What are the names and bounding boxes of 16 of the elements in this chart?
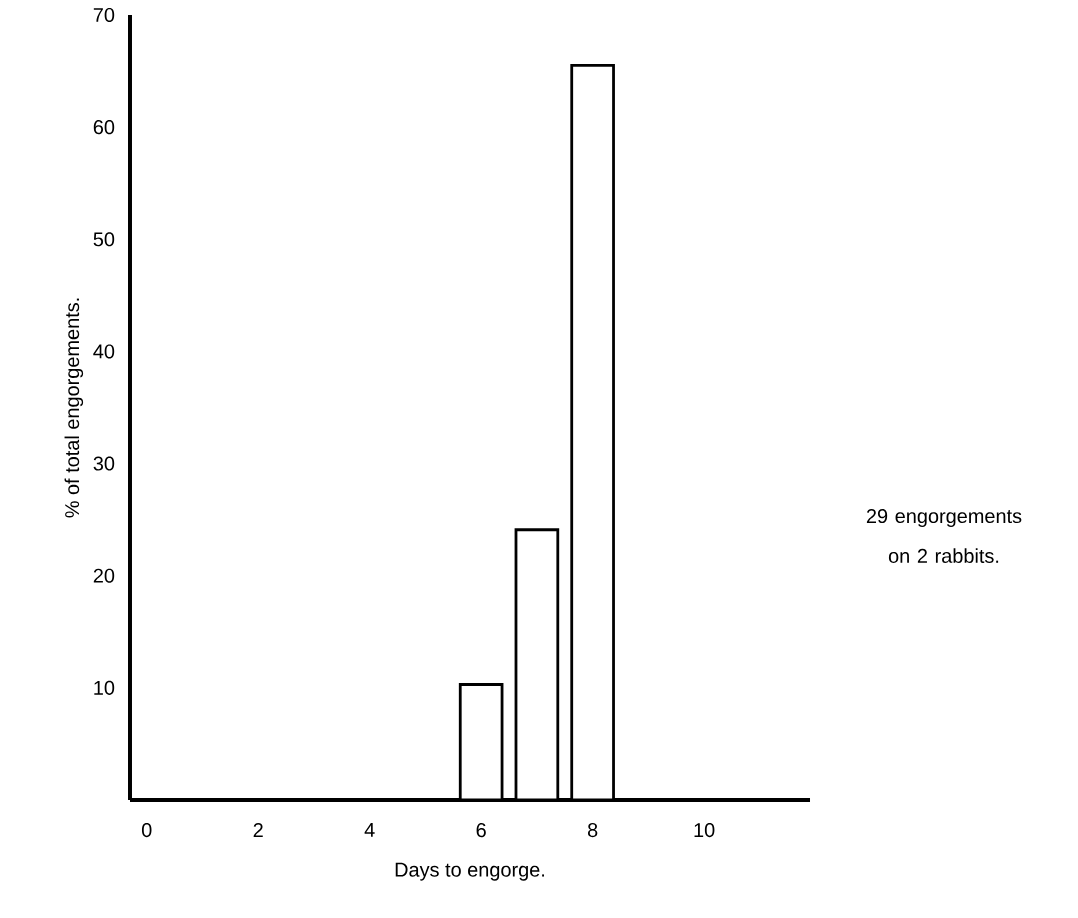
y-axis-title: % of total engorgements. xyxy=(64,298,84,518)
x-axis-title: Days to engorge. xyxy=(395,862,545,881)
x-tick-label: 2 xyxy=(253,823,263,837)
x-tick-label: 4 xyxy=(364,823,375,837)
y-tick-label: 10 xyxy=(94,680,115,695)
y-tick-label: 70 xyxy=(93,7,115,23)
x-tick-label: 6 xyxy=(476,823,486,838)
y-tick-label: 60 xyxy=(93,120,115,135)
y-tick-label: 40 xyxy=(93,344,115,359)
y-tick-label: 30 xyxy=(93,456,115,471)
x-tick-label: 0 xyxy=(141,823,152,838)
y-tick-label: 50 xyxy=(93,232,115,247)
text: 29 engorgements on 2 rabbits. xyxy=(866,509,1022,563)
x-tick-label: 8 xyxy=(587,823,598,838)
y-tick-label: 20 xyxy=(93,568,115,583)
x-tick-label: 10 xyxy=(694,823,715,838)
